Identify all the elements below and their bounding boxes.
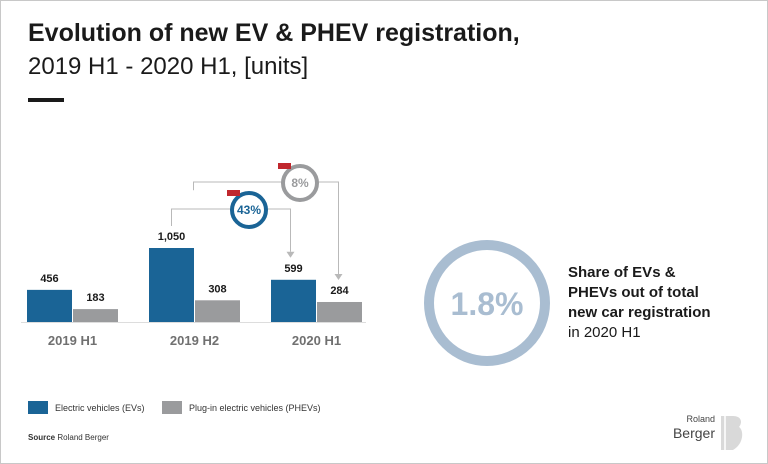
data-label: 456 (40, 273, 58, 285)
share-ring (424, 240, 550, 366)
chart-subtitle: 2019 H1 - 2020 H1, [units] (28, 53, 309, 80)
legend-swatch-ev (28, 401, 48, 414)
bar-ev-2019-h2 (149, 248, 194, 322)
source-value: Roland Berger (57, 433, 109, 442)
share-description: Share of EVs & PHEVs out of total new ca… (568, 263, 711, 343)
data-label: 1,050 (158, 231, 186, 243)
bar-ev-2020-h1 (271, 279, 316, 322)
legend-swatch-phev (162, 401, 182, 414)
legend-label-ev: Electric vehicles (EVs) (55, 402, 145, 413)
legend-item-phev: Plug-in electric vehicles (PHEVs) (162, 401, 321, 414)
share-text-line-2: PHEVs out of total (568, 284, 699, 301)
logo-text-small: Roland (686, 414, 715, 424)
share-text-line-4: in 2020 H1 (568, 324, 641, 341)
bar-phev-2019-h2 (195, 300, 240, 322)
decrease-marker-icon (278, 163, 291, 169)
source-label: Source (28, 433, 56, 442)
bar-phev-2020-h1 (317, 301, 362, 322)
share-value: 1.8% (451, 286, 524, 322)
decrease-marker-icon (227, 190, 240, 196)
share-text-line-3: new car registration (568, 304, 711, 321)
bar-phev-2019-h1 (73, 309, 118, 322)
connector-ev-arrow (286, 251, 295, 258)
legend-label-phev: Plug-in electric vehicles (PHEVs) (189, 402, 321, 413)
x-tick-label: 2019 H1 (48, 333, 97, 348)
bar-chart: 456 183 2019 H1 1,050 308 2019 H2 599 284 2020 H… (21, 163, 550, 366)
source-note: Source Roland Berger (28, 433, 109, 442)
connector-phev-arrow (334, 273, 343, 280)
roland-berger-logo: Roland Berger (673, 414, 745, 454)
share-text-line-1: Share of EVs & (568, 264, 676, 281)
x-tick-label: 2019 H2 (170, 333, 219, 348)
change-circle-ev (230, 191, 268, 229)
data-label: 599 (284, 263, 302, 275)
data-label: 183 (86, 292, 104, 304)
logo-text-big: Berger (672, 425, 715, 441)
change-label-phev: 8% (291, 176, 309, 190)
chart-title: Evolution of new EV & PHEV registration, (28, 19, 520, 47)
legend-item-ev: Electric vehicles (EVs) (28, 401, 145, 414)
x-tick-label: 2020 H1 (292, 333, 341, 348)
connector-phev (193, 181, 339, 274)
title-rule (28, 98, 64, 102)
change-circle-phev (281, 164, 319, 202)
change-label-ev: 43% (237, 203, 261, 217)
data-label: 308 (208, 283, 226, 295)
bar-ev-2019-h1 (27, 289, 72, 322)
data-label: 284 (330, 285, 349, 297)
logo-b-icon (721, 416, 743, 450)
